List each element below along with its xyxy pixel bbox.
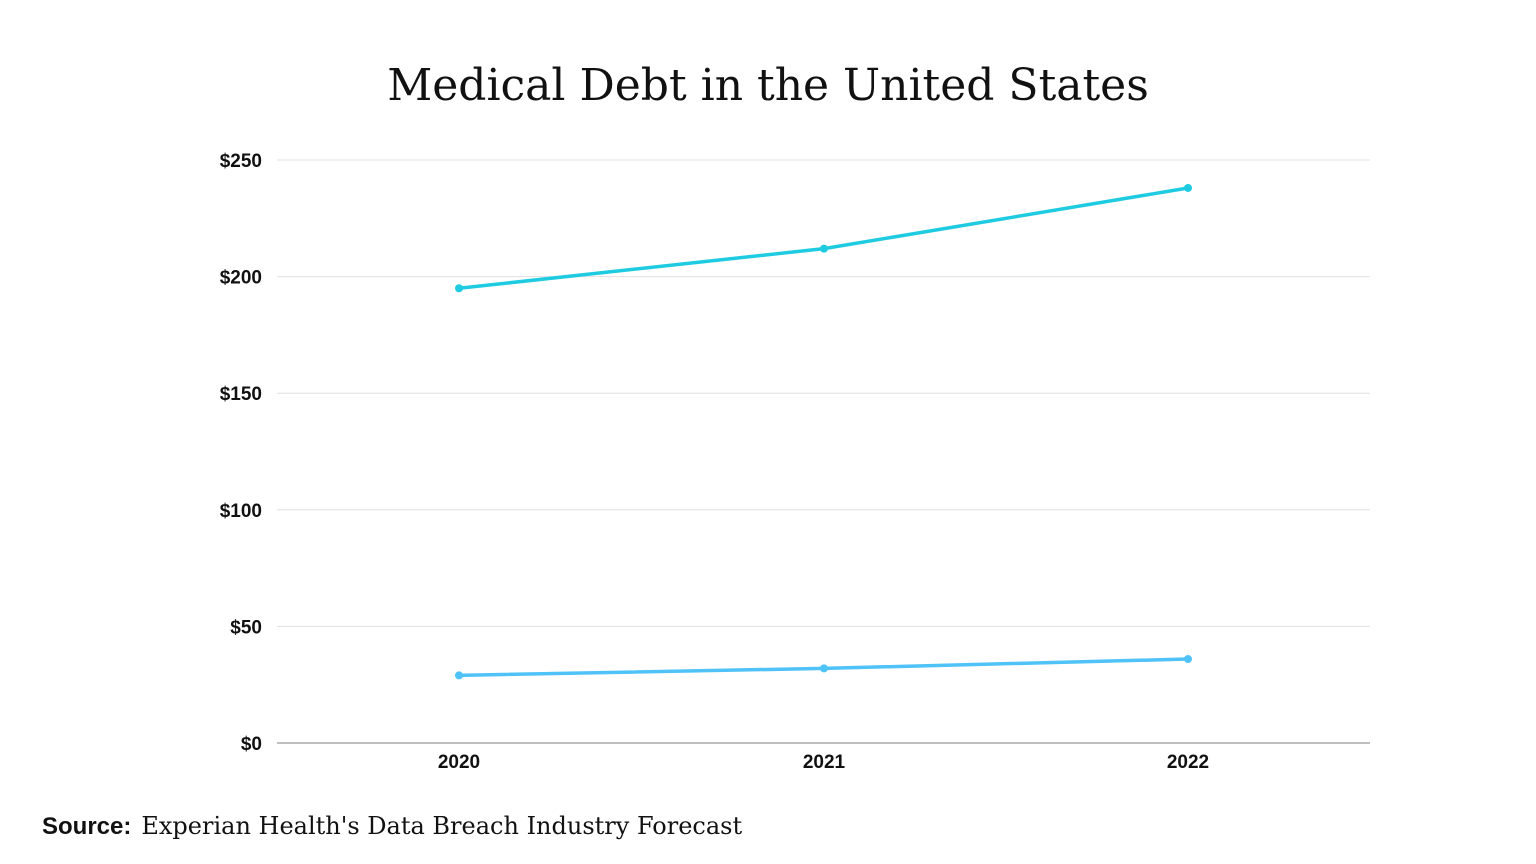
x-tick-label: 2022 [1167,752,1209,773]
y-tick-label: $100 [220,501,262,522]
y-tick-label: $50 [230,617,262,638]
x-tick-label: 2021 [803,752,846,773]
chart-title: Medical Debt in the United States [387,60,1149,111]
source-label: Source: [42,813,132,840]
x-tick-label: 2020 [438,752,480,773]
line-chart: Medical Debt in the United States $0 $50 $… [220,60,1370,773]
data-point [1184,655,1192,664]
y-tick-label: $150 [220,384,262,405]
y-tick-label: $250 [220,151,262,172]
source-text: Experian Health's Data Breach Industry F… [141,812,743,840]
y-tick-label: $0 [241,734,262,755]
source-note: Source: Experian Health's Data Breach Ind… [42,812,742,841]
data-point [1184,183,1192,192]
data-point [455,284,463,293]
data-point [820,244,828,253]
y-tick-label: $200 [220,268,262,289]
data-point [820,664,828,673]
data-point [455,671,463,680]
series-line-1 [458,186,1189,290]
